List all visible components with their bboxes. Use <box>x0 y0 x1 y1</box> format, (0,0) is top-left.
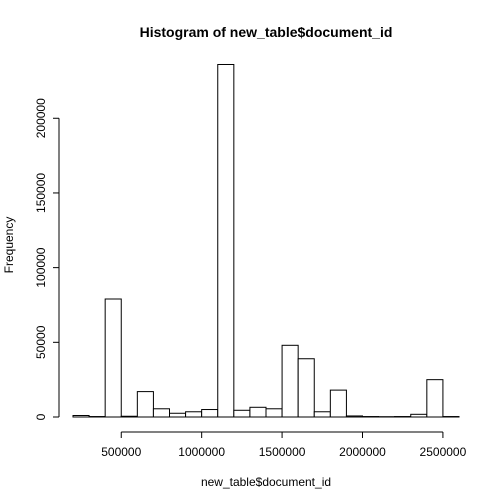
chart-title: Histogram of new_table$document_id <box>140 24 393 40</box>
histogram-bar <box>345 415 363 418</box>
x-tick-label: 1000000 <box>178 445 225 459</box>
histogram-bar <box>201 409 219 418</box>
histogram-bar <box>233 409 251 418</box>
histogram-bar <box>410 413 428 418</box>
y-tick-label: 100000 <box>34 247 48 287</box>
histogram-bar <box>313 411 331 418</box>
y-tick-label: 200000 <box>34 98 48 138</box>
y-tick-label: 0 <box>34 413 48 420</box>
y-tick-label: 150000 <box>34 173 48 213</box>
histogram-bar <box>281 344 299 418</box>
histogram-bar <box>217 63 235 418</box>
x-tick-label: 1500000 <box>259 445 306 459</box>
histogram-bar <box>297 358 315 418</box>
histogram-bar <box>265 408 283 418</box>
histogram-bar <box>426 379 444 418</box>
histogram-bar <box>329 389 347 418</box>
histogram-bar <box>120 415 138 418</box>
x-axis-label: new_table$document_id <box>201 475 331 489</box>
bars-group <box>72 63 460 418</box>
histogram-bar <box>249 406 267 418</box>
histogram-bar <box>169 412 187 418</box>
histogram-bar <box>185 411 203 418</box>
x-axis: 500000 1000000 1500000 2000000 2500000 <box>101 431 467 459</box>
x-tick-label: 2000000 <box>339 445 386 459</box>
histogram-bar <box>152 408 171 418</box>
x-tick-label: 500000 <box>101 445 141 459</box>
y-axis-label: Frequency <box>2 217 16 274</box>
histogram-bar <box>136 391 154 418</box>
y-axis: 0 50000 100000 150000 200000 <box>34 98 60 420</box>
histogram-bar <box>104 298 122 418</box>
x-tick-label: 2500000 <box>420 445 467 459</box>
y-tick-label: 50000 <box>34 325 48 359</box>
histogram-bar <box>72 415 90 418</box>
